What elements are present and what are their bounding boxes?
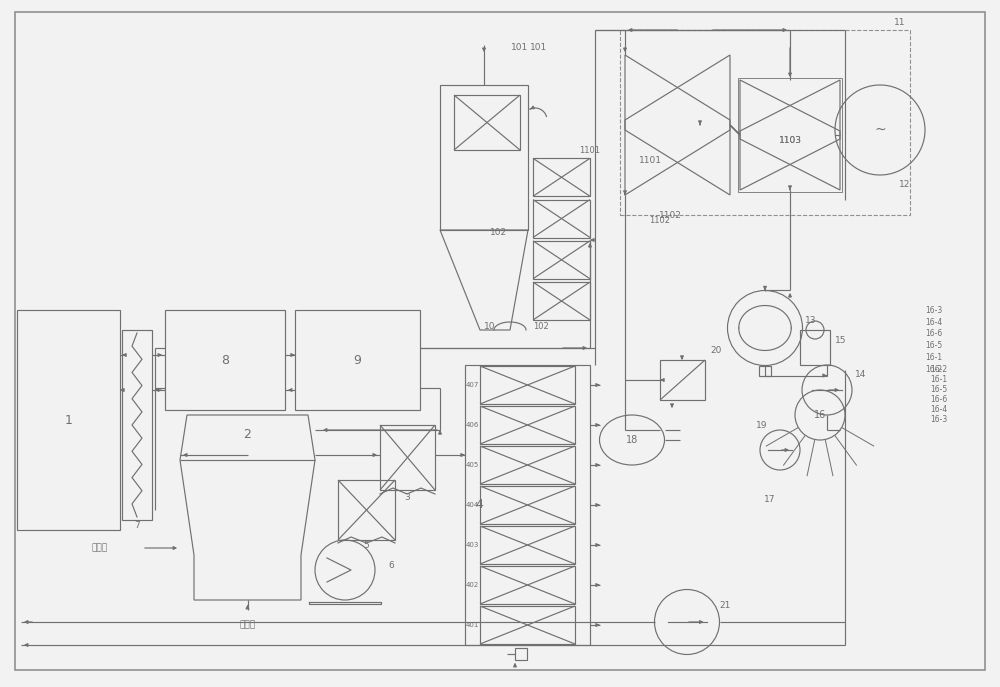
Text: 15: 15 xyxy=(835,335,846,344)
Text: 16-3: 16-3 xyxy=(930,416,947,425)
Text: 6: 6 xyxy=(388,561,394,570)
Text: 热焦炭: 热焦炭 xyxy=(92,543,108,552)
Text: 1101: 1101 xyxy=(580,146,600,155)
Text: 8: 8 xyxy=(221,354,229,366)
Text: 102: 102 xyxy=(490,227,507,236)
Text: 16-4: 16-4 xyxy=(925,317,942,326)
Text: 402: 402 xyxy=(465,582,479,588)
Bar xyxy=(759,365,771,376)
Text: 12: 12 xyxy=(899,180,910,189)
Text: 101: 101 xyxy=(511,43,529,52)
Bar xyxy=(380,425,435,490)
Bar xyxy=(533,241,590,279)
Text: 9: 9 xyxy=(354,354,361,366)
Bar xyxy=(440,85,528,230)
Bar xyxy=(480,526,575,564)
Bar xyxy=(454,95,520,150)
Text: 10: 10 xyxy=(484,322,496,330)
Text: 401: 401 xyxy=(465,622,479,628)
Bar xyxy=(480,486,575,524)
Bar xyxy=(515,648,527,660)
Text: 20: 20 xyxy=(710,346,721,354)
Text: 冷焦炭: 冷焦炭 xyxy=(239,620,256,629)
Text: 404: 404 xyxy=(465,502,479,508)
Text: 16-1: 16-1 xyxy=(925,354,942,363)
Bar xyxy=(480,446,575,484)
Text: 16-4: 16-4 xyxy=(930,405,947,414)
Text: ~: ~ xyxy=(874,123,886,137)
Text: 16-3: 16-3 xyxy=(925,306,942,315)
Text: 406: 406 xyxy=(465,422,479,428)
Text: 4: 4 xyxy=(475,499,483,512)
Text: 1101: 1101 xyxy=(639,155,662,164)
Text: 21: 21 xyxy=(719,600,731,609)
Text: 16-2: 16-2 xyxy=(930,365,947,374)
Bar xyxy=(533,282,590,320)
Text: 2: 2 xyxy=(244,428,251,441)
Text: 16-2: 16-2 xyxy=(925,365,942,374)
Bar xyxy=(480,406,575,444)
Text: 16: 16 xyxy=(814,410,826,420)
Text: 16-1: 16-1 xyxy=(930,376,947,385)
Bar xyxy=(738,78,842,192)
Text: 16-6: 16-6 xyxy=(925,330,942,339)
Bar xyxy=(165,310,285,410)
Text: 16-6: 16-6 xyxy=(930,396,947,405)
Text: 3: 3 xyxy=(404,493,410,502)
Text: 1102: 1102 xyxy=(659,210,681,220)
Bar xyxy=(480,366,575,404)
Text: 17: 17 xyxy=(764,495,776,504)
Bar xyxy=(295,310,420,410)
Text: 16-5: 16-5 xyxy=(930,385,947,394)
Text: 405: 405 xyxy=(465,462,479,468)
Text: 102: 102 xyxy=(533,322,549,330)
Text: 5: 5 xyxy=(364,541,369,550)
Text: 16-5: 16-5 xyxy=(925,341,942,350)
Text: 1103: 1103 xyxy=(778,135,802,144)
Bar xyxy=(533,199,590,238)
Bar xyxy=(17,310,120,530)
Bar xyxy=(800,330,830,365)
Bar xyxy=(480,566,575,604)
Text: 13: 13 xyxy=(805,315,816,324)
Text: 19: 19 xyxy=(756,420,768,429)
Text: 18: 18 xyxy=(626,435,638,445)
Bar xyxy=(480,606,575,644)
Bar xyxy=(122,330,152,520)
Text: 14: 14 xyxy=(855,370,866,379)
Text: 1102: 1102 xyxy=(650,216,670,225)
Text: 403: 403 xyxy=(465,542,479,548)
Text: 11: 11 xyxy=(894,18,905,27)
Bar xyxy=(533,158,590,196)
Text: 101: 101 xyxy=(530,43,547,52)
Bar xyxy=(620,30,910,215)
Text: 7: 7 xyxy=(134,521,140,530)
Text: 1: 1 xyxy=(65,414,72,427)
Bar xyxy=(338,480,395,540)
Bar xyxy=(660,360,705,400)
Text: 407: 407 xyxy=(465,382,479,388)
Text: 1103: 1103 xyxy=(778,135,802,144)
Bar xyxy=(465,365,590,645)
